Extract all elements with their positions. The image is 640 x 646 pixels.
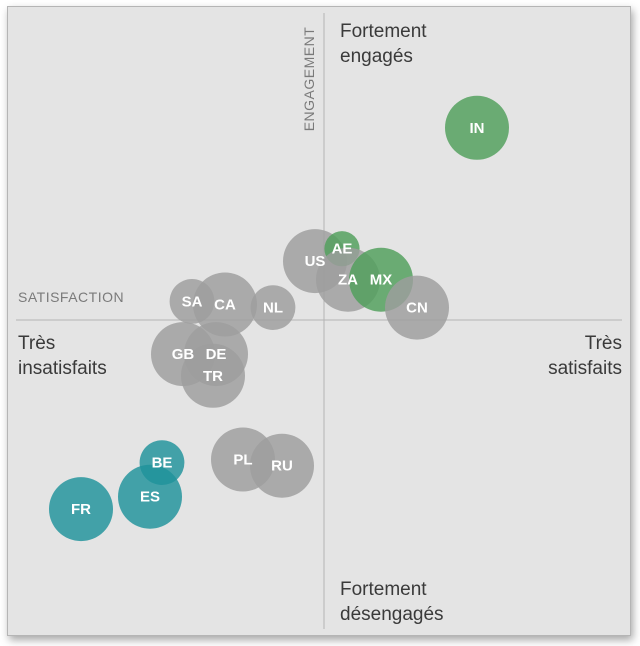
bubble-label-sa: SA bbox=[182, 293, 203, 310]
bubble-cn bbox=[385, 275, 449, 340]
bubble-label-us: US bbox=[305, 253, 326, 270]
bubble-es bbox=[118, 464, 182, 529]
bubble-label-mx: MX bbox=[370, 272, 393, 289]
bubble-ru bbox=[250, 433, 314, 498]
y-axis-title: ENGAGEMENT bbox=[301, 27, 317, 132]
bubble-label-es: ES bbox=[140, 489, 160, 506]
y-axis-top-label-line1: Fortement bbox=[340, 21, 427, 42]
bubble-chart: ENGAGEMENT SATISFACTION Fortement engagé… bbox=[16, 13, 622, 629]
bubble-tr bbox=[181, 343, 245, 408]
bubble-label-fr: FR bbox=[71, 501, 91, 518]
x-axis-title: SATISFACTION bbox=[18, 289, 124, 305]
x-axis-right-label-line1: Très bbox=[585, 333, 622, 354]
bubble-label-tr: TR bbox=[203, 368, 223, 385]
chart-frame: ENGAGEMENT SATISFACTION Fortement engagé… bbox=[7, 6, 631, 636]
bubble-label-de: DE bbox=[206, 346, 227, 363]
y-axis-bottom-label-line1: Fortement bbox=[340, 579, 427, 600]
y-axis-bottom-label-line2: désengagés bbox=[340, 604, 444, 625]
bubble-label-pl: PL bbox=[233, 452, 252, 469]
bubble-fr bbox=[49, 477, 113, 542]
bubble-in bbox=[445, 95, 509, 160]
bubble-label-nl: NL bbox=[263, 300, 283, 317]
bubble-label-group: IN US AE ZA MX CN SA CA NL GB DE TR PL RU BE ES FR bbox=[71, 120, 485, 518]
bubble-nl bbox=[250, 285, 296, 330]
bubble-label-cn: CN bbox=[406, 300, 428, 317]
x-axis-left-label-line2: insatisfaits bbox=[18, 358, 107, 379]
x-axis-left-label-line1: Très bbox=[18, 333, 55, 354]
bubble-label-ae: AE bbox=[332, 241, 353, 258]
bubble-label-ca: CA bbox=[214, 297, 236, 314]
x-axis-right-label-line2: satisfaits bbox=[548, 358, 622, 379]
bubble-label-be: BE bbox=[152, 455, 173, 472]
y-axis-top-label-line2: engagés bbox=[340, 46, 413, 67]
bubble-label-in: IN bbox=[470, 120, 485, 137]
bubble-label-za: ZA bbox=[338, 272, 358, 289]
bubble-label-gb: GB bbox=[172, 346, 195, 363]
bubble-ca bbox=[193, 272, 257, 337]
bubble-group bbox=[49, 95, 509, 542]
bubble-label-ru: RU bbox=[271, 458, 293, 475]
